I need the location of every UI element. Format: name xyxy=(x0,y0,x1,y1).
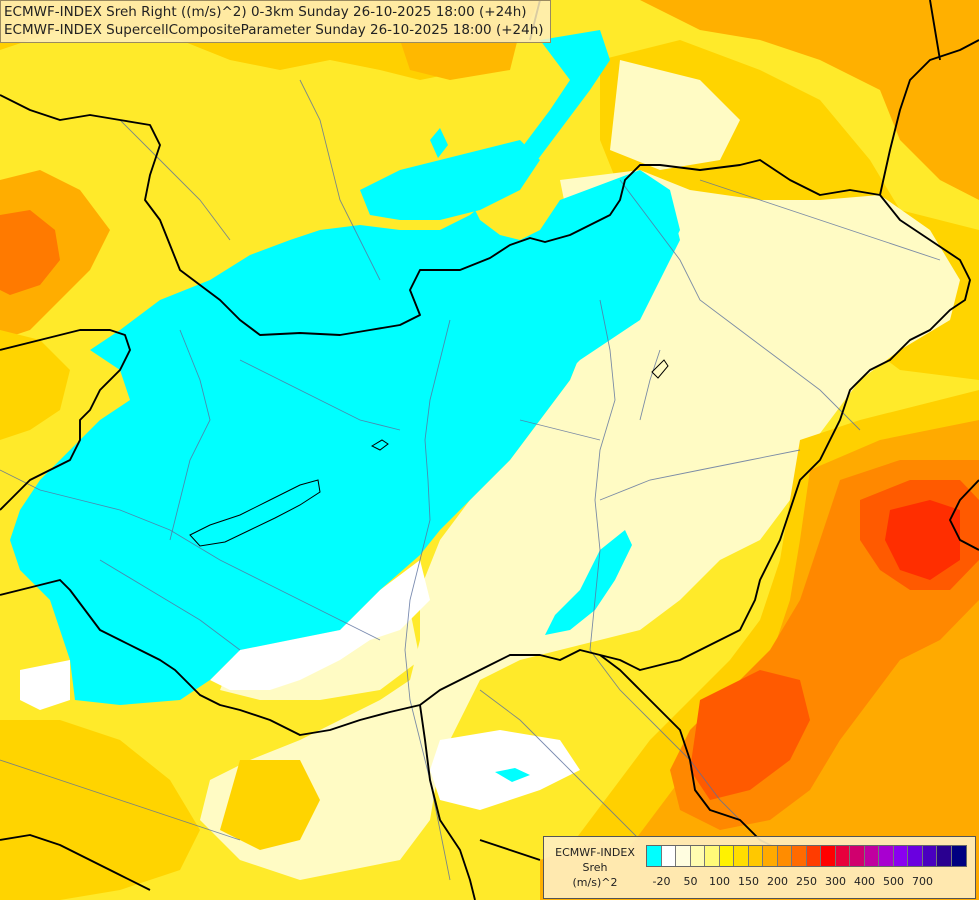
lake-small-east xyxy=(651,359,669,379)
legend-swatch xyxy=(763,846,778,866)
legend-title-line1: ECMWF-INDEX xyxy=(555,846,635,859)
field-cyan-blob-south xyxy=(495,768,530,782)
legend-swatch xyxy=(719,846,734,866)
legend-swatch xyxy=(705,846,720,866)
legend-swatch xyxy=(893,846,908,866)
legend-swatch xyxy=(951,846,966,866)
legend-swatch xyxy=(647,846,662,866)
legend-tick-label: 150 xyxy=(738,875,759,888)
legend-title-line2: Sreh xyxy=(582,861,608,874)
field-gold-west xyxy=(0,330,70,440)
legend-tick-label: -20 xyxy=(652,875,671,888)
legend-tick-label: 700 xyxy=(912,875,933,888)
legend-title-line3: (m/s)^2 xyxy=(572,876,618,889)
field-red-southeast xyxy=(885,500,960,580)
map-title-box: ECMWF-INDEX Sreh Right ((m/s)^2) 0-3km S… xyxy=(0,0,551,43)
legend-swatch xyxy=(821,846,836,866)
legend-swatch xyxy=(777,846,792,866)
legend-swatch xyxy=(748,846,763,866)
legend-swatch xyxy=(792,846,807,866)
legend-tick-label: 250 xyxy=(796,875,817,888)
field-cyan-east-tongue xyxy=(520,200,680,380)
field-cyan-blob-north xyxy=(430,128,448,158)
legend-tick-label: 200 xyxy=(767,875,788,888)
field-cyan-streak xyxy=(545,530,632,635)
field-gold-southwest xyxy=(0,720,200,900)
legend-swatch xyxy=(690,846,705,866)
field-white-edge xyxy=(210,560,430,690)
legend-swatch xyxy=(937,846,952,866)
legend-tick-label: 300 xyxy=(825,875,846,888)
legend-title: ECMWF-INDEX Sreh (m/s)^2 xyxy=(548,845,642,890)
lake-small xyxy=(370,439,389,451)
legend-swatch xyxy=(661,846,676,866)
legend-swatch xyxy=(806,846,821,866)
title-line-sreh: ECMWF-INDEX Sreh Right ((m/s)^2) 0-3km S… xyxy=(4,4,527,20)
field-white-west xyxy=(20,660,70,710)
legend-swatch xyxy=(864,846,879,866)
field-pale-yellow-north xyxy=(610,60,740,170)
field-orange-northeast xyxy=(640,0,979,200)
legend-swatch xyxy=(908,846,923,866)
field-cyan-north xyxy=(360,140,540,220)
field-gold-south-center xyxy=(220,760,320,850)
field-redorange-south xyxy=(690,670,810,800)
color-legend: ECMWF-INDEX Sreh (m/s)^2 -20 50 100 150 200 2… xyxy=(543,836,976,899)
legend-swatch xyxy=(850,846,865,866)
legend-tick-label: 500 xyxy=(883,875,904,888)
field-cyan-main xyxy=(10,30,680,705)
title-line-scp: ECMWF-INDEX SupercellCompositeParameter … xyxy=(4,22,544,38)
field-pale-yellow-center xyxy=(200,170,960,880)
legend-color-bar xyxy=(646,845,967,867)
lake-balaton xyxy=(189,479,321,547)
field-red-northwest xyxy=(0,210,60,295)
legend-swatch xyxy=(879,846,894,866)
legend-swatch xyxy=(734,846,749,866)
legend-swatch xyxy=(922,846,937,866)
legend-tick-label: 100 xyxy=(709,875,730,888)
legend-tick-label: 50 xyxy=(683,875,698,888)
legend-tick-label: 400 xyxy=(854,875,875,888)
legend-swatch xyxy=(676,846,691,866)
legend-swatch xyxy=(835,846,850,866)
